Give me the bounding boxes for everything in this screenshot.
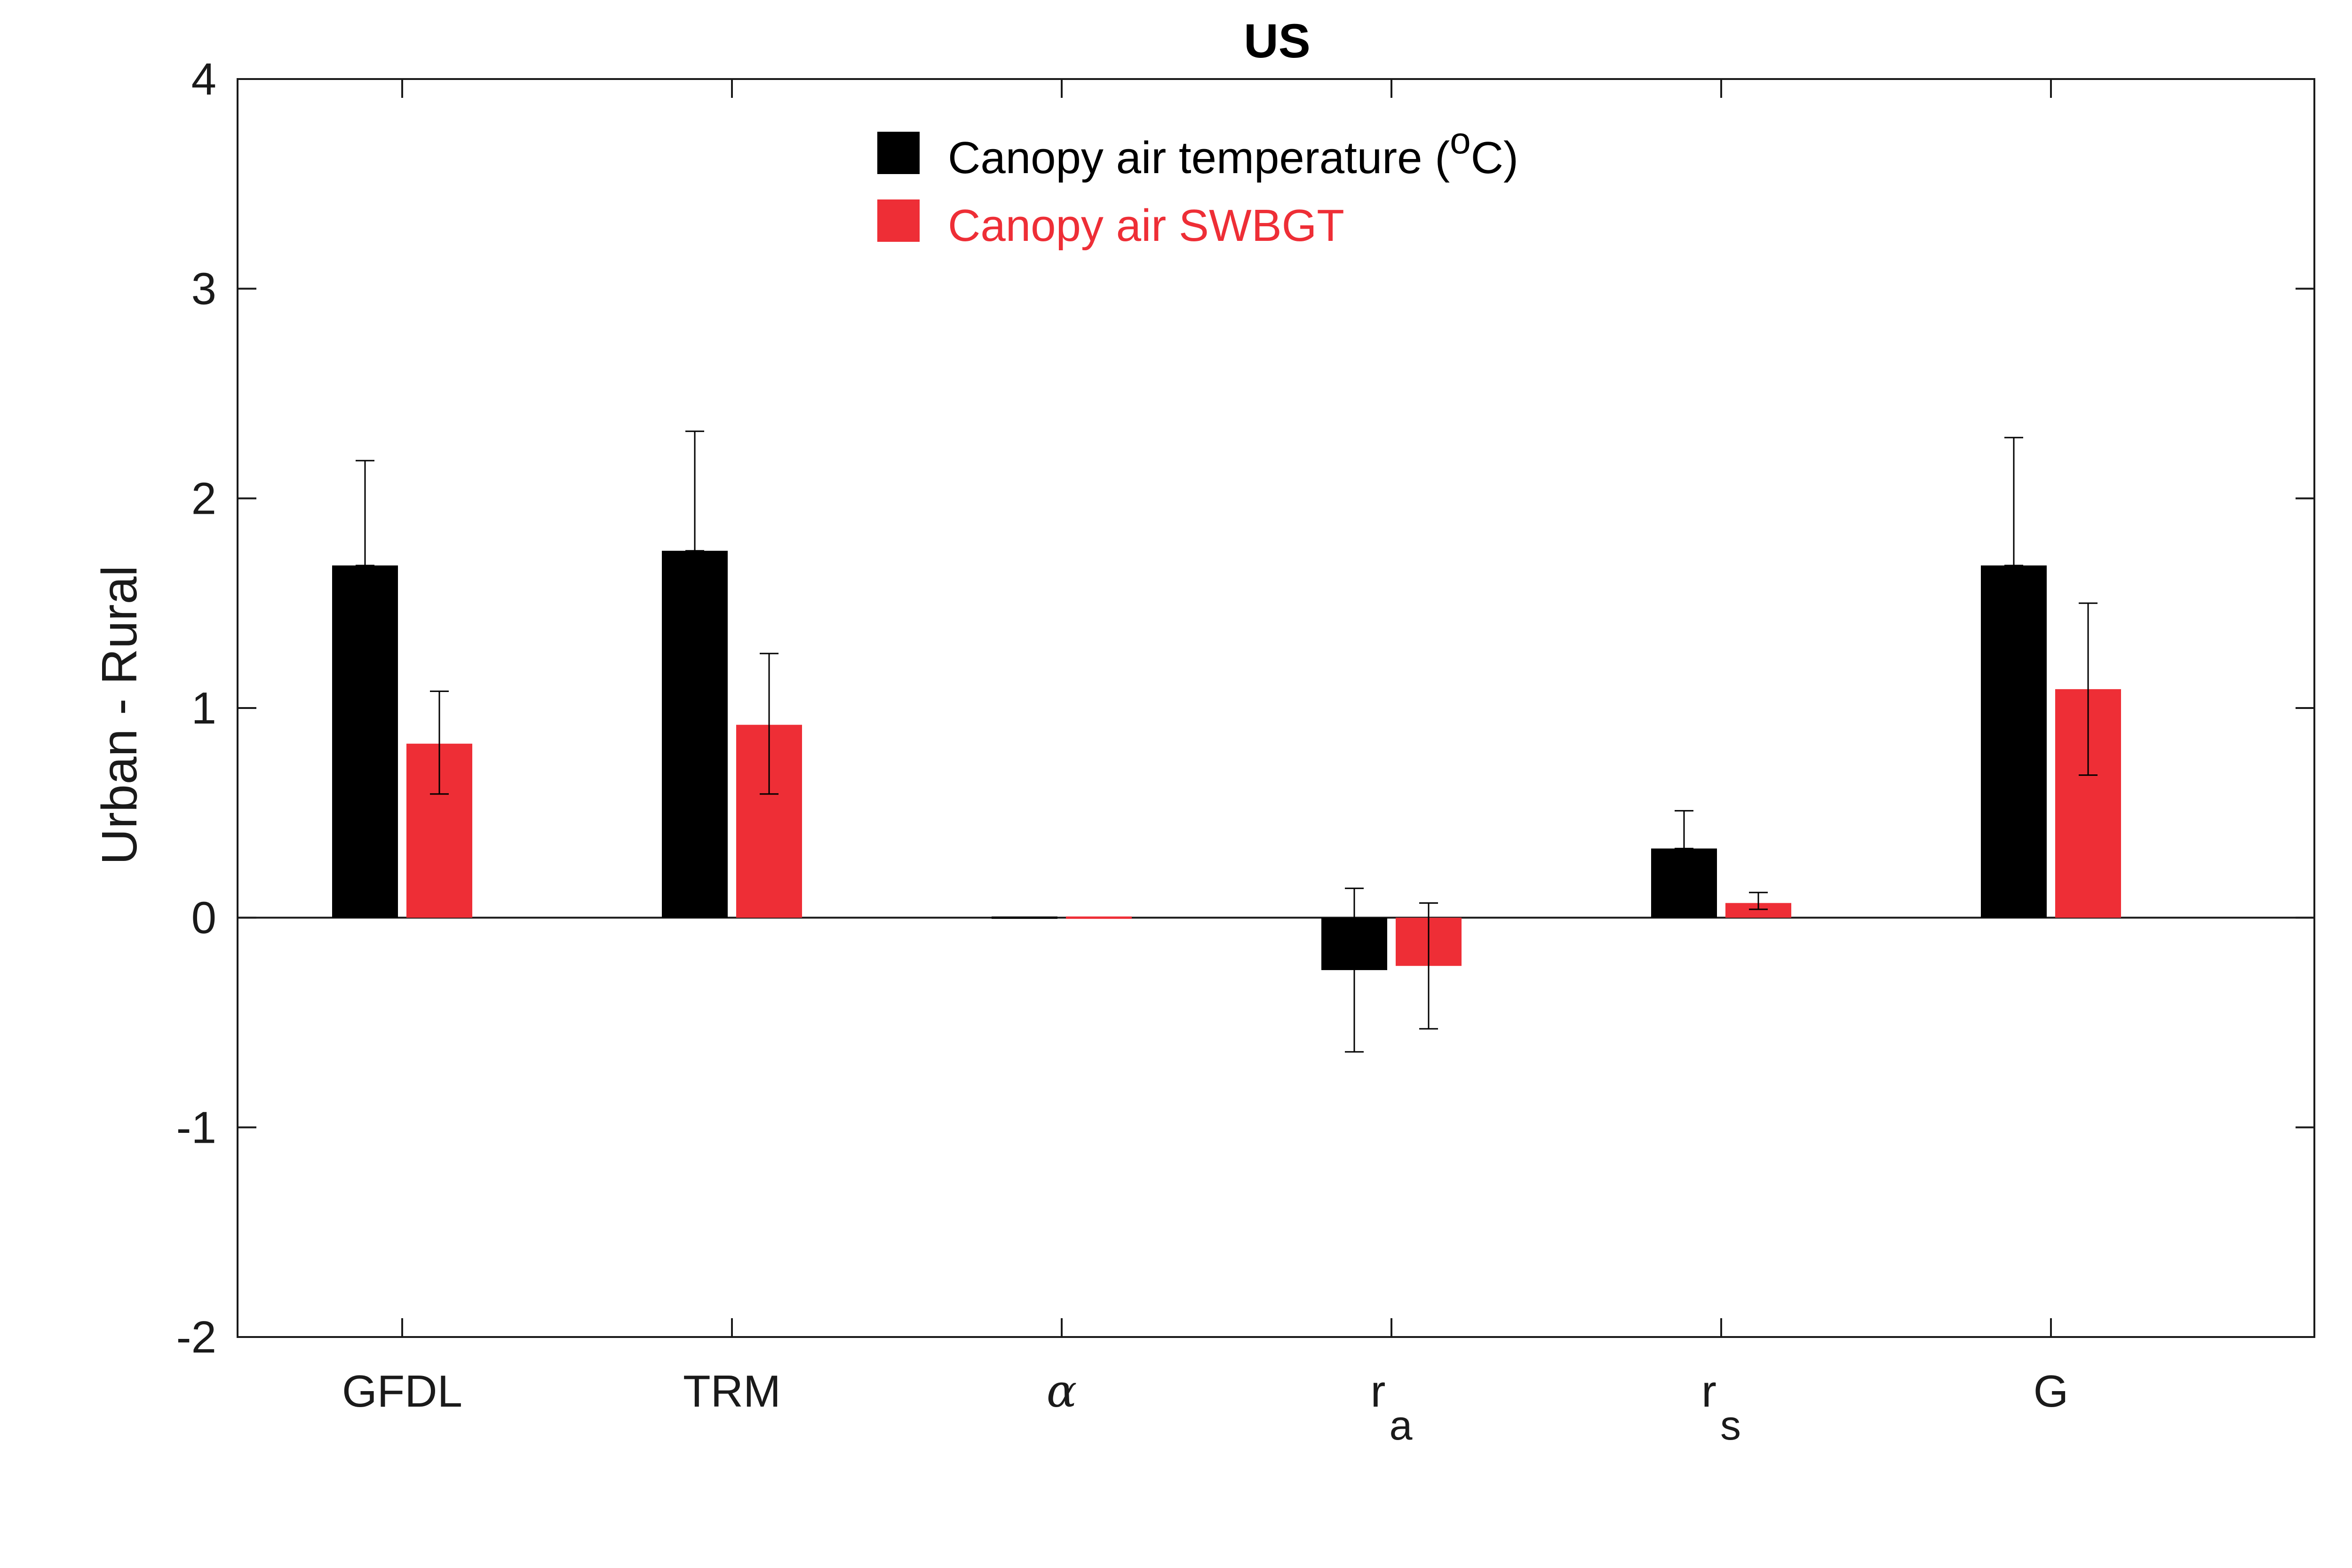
legend-label-text: Canopy air SWBGT	[948, 200, 1344, 251]
y-axis-label: Urban - Rural	[92, 565, 147, 865]
y-tick-label: 0	[191, 893, 216, 943]
x-tick-label-subscript: a	[1390, 1402, 1413, 1449]
x-tick-label-text: G	[2034, 1366, 2069, 1417]
legend-label: Canopy air SWBGT	[948, 200, 1344, 251]
x-tick-label: α	[1047, 1365, 1077, 1417]
x-tick-label-subscript: s	[1720, 1402, 1741, 1449]
bar	[1981, 565, 2047, 918]
y-tick-label: -2	[176, 1312, 216, 1362]
y-tick-label: 1	[191, 683, 216, 733]
legend-swatch	[877, 199, 920, 242]
x-tick-label: TRM	[683, 1366, 781, 1417]
bar	[332, 565, 398, 918]
x-tick-label: rs	[1701, 1366, 1741, 1449]
x-tick-label-text: r	[1701, 1366, 1716, 1417]
y-tick-label: 3	[191, 264, 216, 314]
legend-label: Canopy air temperature (oC)	[948, 119, 1518, 183]
y-tick-label: 4	[191, 54, 216, 104]
x-tick-label-text: α	[1047, 1365, 1077, 1417]
x-tick-label-text: r	[1371, 1366, 1386, 1417]
legend-swatch	[877, 132, 920, 174]
y-tick-label: -1	[176, 1102, 216, 1153]
legend-label-tail: C)	[1471, 133, 1518, 183]
x-tick-label: GFDL	[342, 1366, 462, 1417]
x-tick-label: ra	[1371, 1366, 1413, 1449]
bar	[1651, 848, 1717, 918]
x-tick-label-text: GFDL	[342, 1366, 462, 1417]
bar	[662, 550, 728, 918]
legend-label-text: Canopy air temperature (	[948, 133, 1450, 183]
x-tick-label-text: TRM	[683, 1366, 781, 1417]
chart-title: US	[1244, 14, 1311, 68]
y-tick-label: 2	[191, 473, 216, 524]
legend: Canopy air temperature (oC) Canopy air SW…	[877, 119, 1518, 251]
x-tick-label: G	[2034, 1366, 2069, 1417]
legend-label-superscript: o	[1450, 119, 1471, 161]
